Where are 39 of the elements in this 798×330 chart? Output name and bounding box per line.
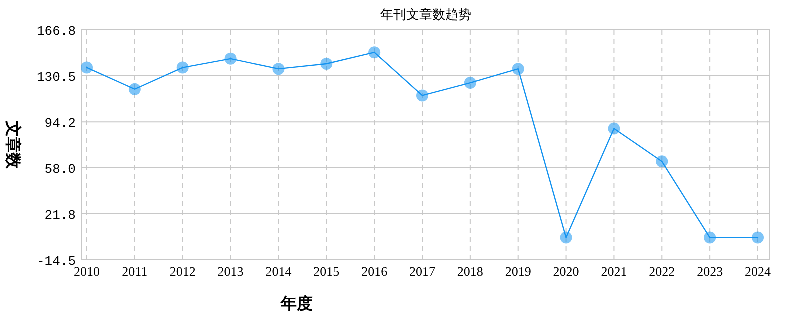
point [320, 58, 333, 70]
y-tick-label: 21.8 [44, 208, 76, 223]
x-tick-label: 2024 [745, 264, 772, 279]
point [752, 232, 764, 244]
point [272, 63, 285, 76]
x-tick-label: 2013 [218, 264, 244, 279]
x-tick-label: 2014 [266, 264, 292, 279]
point [656, 156, 668, 168]
x-tick-label: 2012 [170, 264, 196, 279]
x-tick-label: 2017 [410, 264, 436, 279]
point [704, 232, 716, 244]
point [416, 90, 428, 102]
y-tick-label: 58.0 [44, 162, 76, 178]
point [81, 62, 93, 74]
x-tick-label: 2010 [74, 264, 100, 279]
y-tick-label: 166.8 [36, 24, 76, 39]
point [608, 122, 620, 135]
x-tick-label: 2020 [553, 264, 580, 279]
point [224, 52, 237, 65]
point [368, 46, 381, 59]
x-tick-label: 2015 [314, 264, 340, 279]
point [176, 62, 189, 74]
x-axis-title: 年度 [280, 294, 313, 313]
point [464, 77, 476, 90]
x-tick-label: 2011 [122, 264, 148, 279]
y-tick-label: -14.5 [36, 254, 76, 269]
point [128, 83, 141, 96]
point [560, 232, 572, 244]
x-tick-label: 2016 [362, 264, 388, 279]
point [512, 63, 524, 76]
y-tick-label: 130.5 [36, 70, 76, 86]
x-tick-label: 2019 [505, 264, 532, 279]
y-axis-title: 文章数 [4, 120, 22, 170]
x-tick-label: 2023 [697, 264, 724, 279]
chart-title: 年刊文章数趋势 [380, 7, 472, 22]
x-tick-label: 2018 [457, 264, 484, 279]
x-tick-label: 2022 [649, 264, 676, 279]
y-tick-label: 94.2 [44, 116, 76, 132]
x-tick-label: 2021 [601, 264, 628, 279]
